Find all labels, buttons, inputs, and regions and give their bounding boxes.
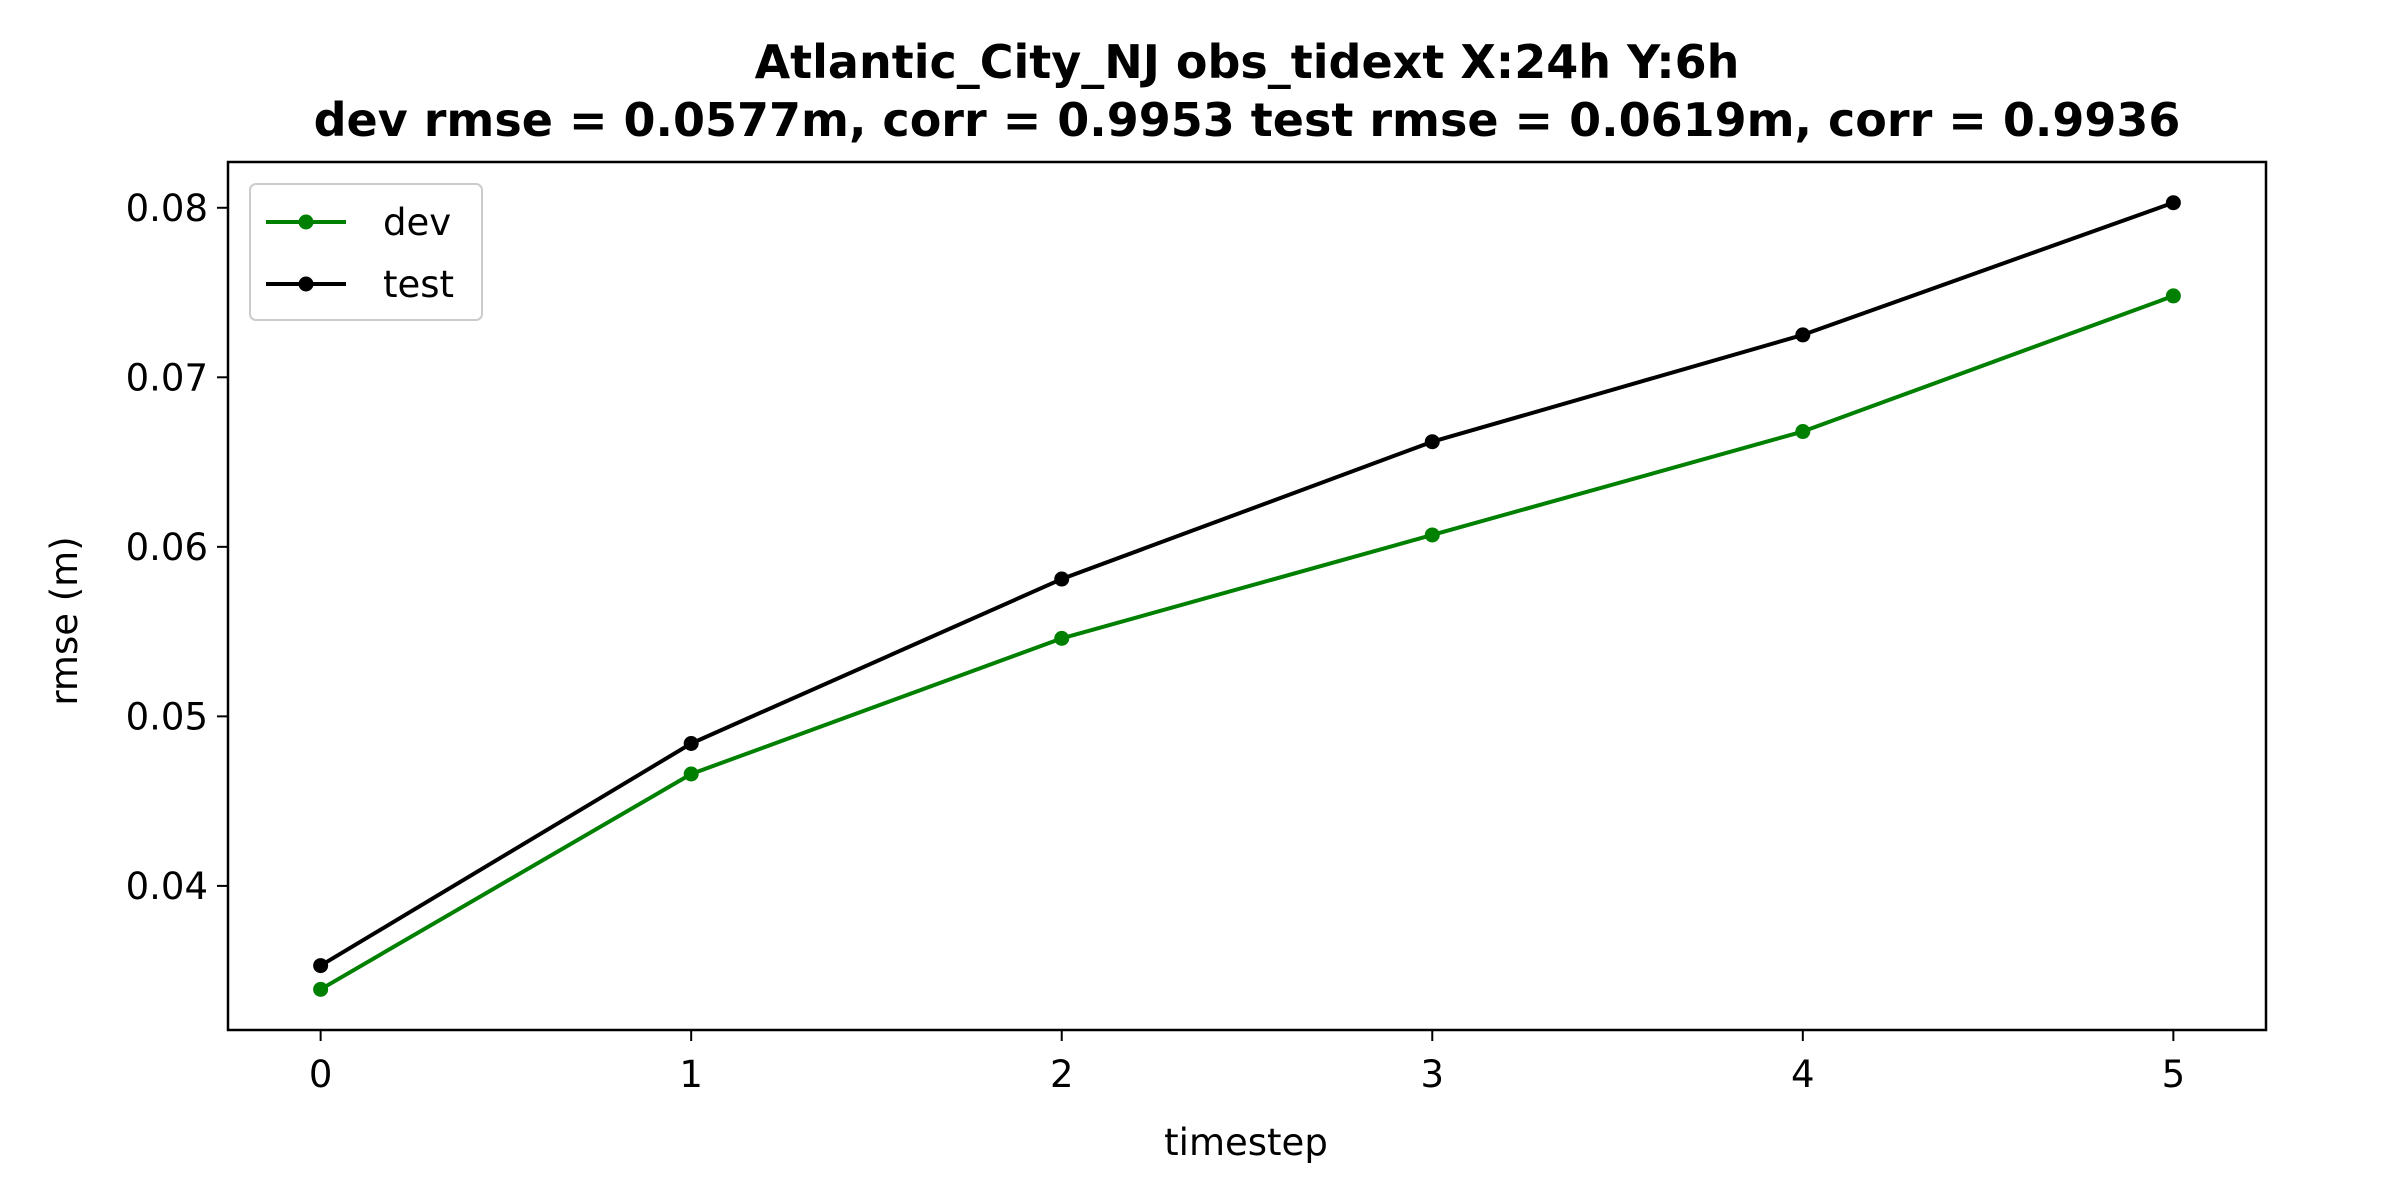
y-tick-label: 0.04 <box>126 865 208 908</box>
series-line-dev <box>319 294 2175 992</box>
x-tick-label: 5 <box>2162 1053 2186 1096</box>
data-point-dev <box>1054 630 1070 646</box>
chart-title: Atlantic_City_NJ obs_tidext X:24h Y:6h <box>755 35 1740 89</box>
data-point-dev <box>313 981 329 997</box>
data-point-dev <box>683 766 699 782</box>
y-tick-label: 0.08 <box>126 187 208 230</box>
x-tick-label: 3 <box>1420 1053 1444 1096</box>
y-axis-label: rmse (m) <box>43 536 86 705</box>
legend-marker-dev <box>298 214 314 230</box>
x-tick-label: 2 <box>1050 1053 1074 1096</box>
x-tick-label: 1 <box>679 1053 703 1096</box>
legend-marker-test <box>298 276 314 292</box>
y-tick-label: 0.06 <box>126 526 208 569</box>
data-point-test <box>1054 571 1070 587</box>
series-line-test <box>319 200 2175 968</box>
plot-area: 0 1 2 3 4 5 0.04 0.05 0.06 0.07 0.08 <box>126 160 2268 1096</box>
data-point-dev <box>1795 424 1811 440</box>
data-point-test <box>313 958 329 974</box>
data-point-dev <box>1424 527 1440 543</box>
chart-subtitle: dev rmse = 0.0577m, corr = 0.9953 test r… <box>314 93 2181 147</box>
legend-label-test: test <box>383 263 454 306</box>
data-point-test <box>683 735 699 751</box>
data-point-test <box>1424 434 1440 450</box>
y-tick-label: 0.05 <box>126 695 208 738</box>
y-tick-label: 0.07 <box>126 356 208 399</box>
x-tick-label: 4 <box>1791 1053 1815 1096</box>
data-point-test <box>2165 195 2181 211</box>
axes-frame <box>226 160 2268 1032</box>
x-tick-label: 0 <box>309 1053 333 1096</box>
legend: dev test <box>249 183 483 321</box>
x-axis-label: timestep <box>1164 1121 1328 1164</box>
data-point-test <box>1795 327 1811 343</box>
data-point-dev <box>2165 288 2181 304</box>
legend-label-dev: dev <box>383 201 451 244</box>
